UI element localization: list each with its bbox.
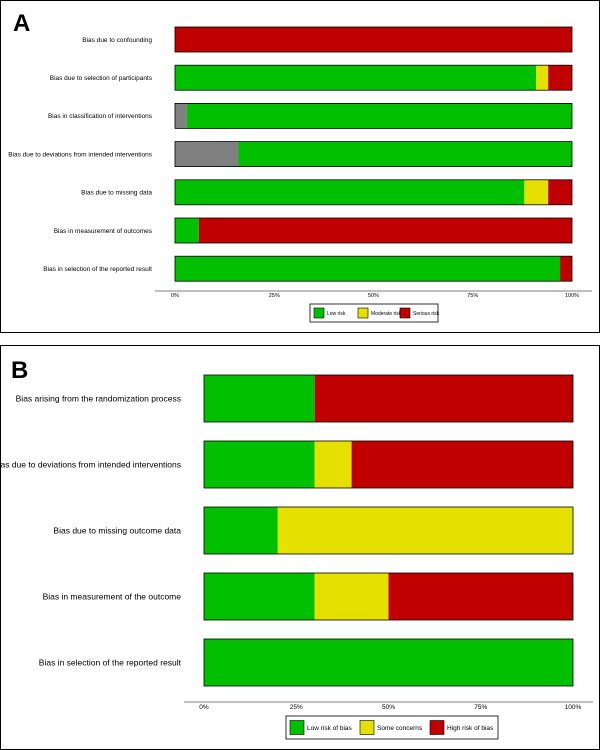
panel-b-bar-outline-4: [203, 638, 574, 687]
panel-a-letter: A: [13, 10, 30, 37]
panel-b-row-bias-due-to-missing-outcome-data: [203, 506, 574, 555]
panel-b-legend-swatch-low: [289, 720, 305, 735]
panel-a-tick-label: 100%: [565, 293, 579, 299]
panel-a-row-bias-due-to-deviations-from-intended-interventions: [174, 141, 573, 168]
panel-b-legend-label-high: High risk of bias: [447, 725, 494, 732]
panel-a-bar-low-3: [238, 141, 572, 167]
panel-a-tick-label: 50%: [368, 293, 379, 299]
panel-a-legend-label-serious: Serious risk: [413, 311, 440, 317]
panel-a-tick-label: 75%: [467, 293, 478, 299]
panel-a-svg: A Bias due to confounding Bias due to sele…: [8, 10, 592, 323]
panel-b-row-bias-in-measurement-of-the-outcome: [203, 572, 574, 621]
panel-b-bar-low-1: [204, 441, 315, 488]
panel-b-row-bias-arising-from-the-randomization-process: [203, 374, 574, 423]
panel-b-bar-some-1: [314, 441, 352, 488]
panel-b-tick-label: 75%: [474, 704, 487, 711]
panel-b-bar-outline-2: [203, 506, 574, 555]
panel-a-legend-swatch-low: [313, 307, 325, 319]
panel-a-bar-serious-4: [548, 179, 572, 205]
panel-a-row-bias-in-classification-of-interventions: [174, 103, 573, 129]
panel-a-category-label: Bias due to deviations from intended int…: [8, 151, 153, 158]
panel-a-bar-serious-5: [198, 218, 572, 243]
panel-b-category-label: Bias due to deviations from intended int…: [1, 459, 181, 469]
panel-a-chart: A Bias due to confounding Bias due to sele…: [0, 0, 600, 333]
panel-b-legend-swatch-high: [429, 720, 445, 735]
panel-b-legend-swatch-some: [359, 720, 375, 735]
panel-b-bar-low-2: [204, 507, 278, 554]
panel-a-bar-low-4: [175, 179, 525, 205]
panel-a-category-label: Bias in measurement of outcomes: [54, 228, 153, 235]
panel-b-chart: B Bias arising from the randomization pro…: [0, 345, 600, 750]
panel-a-bar-no_info-3: [175, 141, 239, 167]
panel-b-legend: [285, 715, 499, 740]
panel-a-category-label: Bias in classification of interventions: [48, 113, 153, 120]
panel-b-bar-outline-3: [203, 572, 574, 621]
panel-a-tick-label: 25%: [269, 293, 280, 299]
panel-b-tick-label: 0%: [199, 704, 209, 711]
panel-b-category-label: Bias in selection of the reported result: [39, 657, 182, 667]
panel-b-bar-low-0: [204, 375, 315, 422]
panel-a-row-bias-in-measurement-of-outcomes: [174, 217, 573, 244]
panel-b-tick-label: 100%: [565, 704, 582, 711]
panel-b-tick-label: 25%: [290, 704, 303, 711]
panel-b-bar-some-3: [314, 573, 389, 620]
panel-a-bar-low-5: [175, 218, 199, 243]
panel-b-bar-low-3: [204, 573, 315, 620]
panel-a-legend-swatch-moderate: [357, 307, 369, 319]
panel-a-bar-outline-4: [174, 179, 573, 206]
panel-a-row-bias-due-to-missing-data: [174, 179, 573, 206]
panel-b-bar-outline-0: [203, 374, 574, 423]
panel-a-category-label: Bias due to confounding: [82, 37, 152, 44]
panel-a-bar-low-1: [175, 65, 537, 91]
panel-a-row-bias-due-to-selection-of-participants: [174, 64, 573, 91]
panel-b-category-label: Bias in measurement of the outcome: [43, 591, 182, 601]
panel-b-row-bias-due-to-deviations-from-intended-interventions: [203, 440, 574, 489]
panel-b-legend-label-some: Some concerns: [377, 725, 423, 732]
panel-a-category-label: Bias due to missing data: [81, 190, 152, 197]
panel-b-bar-some-2: [277, 507, 573, 554]
panel-a-bar-outline-3: [174, 141, 573, 168]
panel-b-tick-label: 50%: [382, 704, 395, 711]
panel-a-bar-serious-0: [175, 27, 572, 52]
panel-b-bar-outline-1: [203, 440, 574, 489]
panel-a-bar-outline-0: [174, 26, 573, 53]
panel-b-letter: B: [11, 357, 28, 384]
panel-b-bar-high-0: [314, 375, 573, 422]
panel-a-category-label: Bias due to selection of participants: [50, 75, 153, 82]
panel-a-row-bias-in-selection-of-the-reported-result: [174, 255, 573, 282]
panel-a-bar-low-2: [186, 103, 572, 129]
panel-a-bar-outline-5: [174, 217, 573, 244]
panel-a-bar-moderate-1: [536, 65, 549, 91]
panel-b-legend-label-low: Low risk of bias: [307, 725, 353, 732]
panel-a-bar-low-6: [175, 256, 561, 282]
panel-b-bar-low-4: [204, 639, 573, 686]
panel-a-legend-label-low: Low risk: [327, 311, 346, 317]
panel-b-category-label: Bias due to missing outcome data: [53, 525, 181, 535]
panel-a-bar-outline-6: [174, 255, 573, 282]
panel-a-row-bias-due-to-confounding: [174, 26, 573, 53]
panel-a-tick-label: 0%: [171, 293, 179, 299]
panel-a-legend-swatch-serious: [399, 307, 411, 319]
panel-b-bar-high-1: [351, 441, 573, 488]
panel-b-bar-high-3: [388, 573, 573, 620]
panel-a-bar-no_info-2: [175, 103, 187, 129]
panel-b-svg: B Bias arising from the randomization pro…: [1, 357, 593, 740]
panel-a-bar-serious-6: [560, 256, 572, 282]
panel-b-row-bias-in-selection-of-the-reported-result: [203, 638, 574, 687]
panel-a-bar-outline-1: [174, 64, 573, 91]
panel-a-bar-serious-1: [548, 65, 572, 91]
panel-a-bar-moderate-4: [524, 179, 549, 205]
panel-a-bar-outline-2: [174, 103, 573, 129]
panel-a-category-label: Bias in selection of the reported result: [43, 266, 152, 273]
panel-b-category-label: Bias arising from the randomization proc…: [16, 393, 181, 403]
panel-a-legend-label-moderate: Moderate risk: [371, 311, 402, 317]
